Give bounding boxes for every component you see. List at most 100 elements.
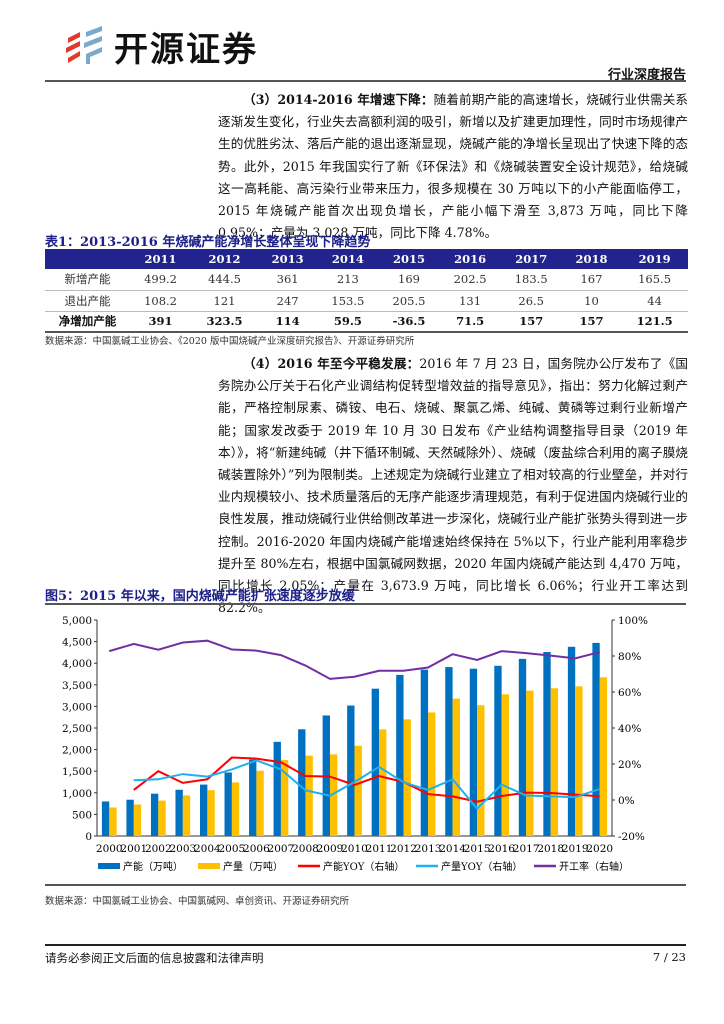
bar-production (452, 698, 460, 836)
row-label: 新增产能 (45, 269, 130, 291)
bar-capacity (371, 688, 380, 836)
figure-top-divider (45, 603, 686, 605)
x-tick-label: 2012 (390, 843, 417, 855)
line-series-3 (133, 759, 601, 811)
left-tick-label: 5,000 (62, 615, 92, 627)
left-tick-label: 3,500 (62, 680, 92, 692)
bar-capacity (518, 658, 527, 836)
table-cell: 114 (257, 311, 318, 333)
x-tick-label: 2004 (194, 843, 221, 855)
table-cell: 165.5 (621, 269, 688, 291)
bar-production (599, 677, 608, 836)
right-tick-label: 80% (618, 651, 641, 663)
bar-capacity (396, 674, 404, 836)
figure5-source: 数据来源：中国氯碱工业协会、中国氯碱网、卓创资讯、开源证券研究所 (45, 896, 350, 907)
table-cell: 213 (317, 269, 379, 291)
bar-capacity (445, 667, 453, 836)
bar-capacity (126, 799, 134, 836)
footer-disclaimer: 请务必参阅正文后面的信息披露和法律声明 (45, 951, 264, 965)
legend-label: 产能YOY（右轴） (323, 860, 404, 873)
legend-label: 产量YOY（右轴） (441, 860, 522, 873)
x-tick-label: 2011 (366, 843, 393, 855)
table-cell: 157 (500, 311, 562, 333)
x-tick-label: 2010 (341, 843, 368, 855)
brand-name: 开源证券 (114, 30, 258, 70)
bar-production (207, 790, 215, 836)
x-tick-label: 2001 (120, 843, 147, 855)
line-series-4 (108, 639, 600, 680)
x-tick-label: 2005 (219, 843, 246, 855)
right-tick-label: 60% (618, 687, 641, 699)
bar-capacity (273, 741, 281, 836)
left-tick-label: 4,000 (62, 658, 92, 670)
bar-capacity (150, 793, 159, 836)
bar-production (575, 686, 583, 836)
x-tick-label: 2016 (488, 843, 515, 855)
legend-swatch (98, 863, 120, 869)
x-tick-label: 2018 (537, 843, 564, 855)
x-tick-label: 2017 (513, 843, 540, 855)
right-tick-label: 20% (618, 759, 641, 771)
bar-production (329, 754, 338, 836)
report-type: 行业深度报告 (607, 68, 686, 83)
table-cell: 153.5 (317, 290, 379, 312)
column-header: 2011 (130, 249, 192, 269)
left-tick-label: 2,500 (62, 723, 92, 735)
table-header-row: 2011 2012 2013 2014 2015 2016 2017 2018 2019 (45, 249, 688, 269)
x-tick-label: 2020 (586, 843, 613, 855)
column-header (45, 249, 130, 269)
table-cell: 121.5 (621, 311, 688, 333)
table-cell: 157 (561, 311, 622, 333)
section4-text: 2016 年 7 月 23 日，国务院办公厅发布了《国务院办公厅关于石化产业调结… (218, 356, 688, 616)
bar-capacity (420, 669, 429, 836)
bar-production (305, 755, 313, 836)
column-header: 2015 (378, 249, 440, 269)
table-cell: 444.5 (191, 269, 258, 291)
bar-production (403, 719, 411, 836)
bar-capacity (249, 759, 257, 836)
left-tick-label: 1,500 (62, 766, 92, 778)
bar-capacity (224, 772, 232, 836)
bar-capacity (175, 789, 183, 836)
x-tick-label: 2003 (169, 843, 196, 855)
table-cell: 131 (439, 290, 501, 312)
table-cell: 323.5 (191, 311, 258, 333)
page-number: 7 / 23 (652, 950, 686, 964)
bar-production (182, 795, 191, 836)
table-row: 退出产能 108.2 121 247 153.5 205.5 131 26.5 10 44 (45, 290, 688, 312)
section3-paragraph: （3）2014-2016 年增速下降：随着前期产能的高速增长，烧碱行业供需关系逐… (218, 89, 688, 244)
x-tick-label: 2014 (439, 843, 466, 855)
legend-label: 开工率（右轴） (559, 860, 629, 873)
bar-production (109, 807, 117, 836)
right-tick-label: 40% (618, 723, 641, 735)
table-cell: 247 (257, 290, 318, 312)
right-tick-label: 0% (618, 795, 635, 807)
column-header: 2017 (500, 249, 562, 269)
table1-source: 数据来源：中国氯碱工业协会、《2020 版中国烧碱产业深度研究报告》、开源证券研… (45, 336, 415, 347)
section3-heading: （3）2014-2016 年增速下降： (243, 92, 434, 107)
right-tick-label: -20% (618, 831, 645, 843)
column-header: 2012 (191, 249, 258, 269)
bar-production (231, 782, 240, 836)
bar-production (280, 759, 289, 836)
column-header: 2016 (439, 249, 501, 269)
table-cell: 44 (621, 290, 688, 312)
x-tick-label: 2015 (464, 843, 491, 855)
table-cell: 71.5 (439, 311, 501, 333)
table-cell: 391 (130, 311, 192, 333)
bar-production (133, 804, 142, 836)
capacity-table: 2011 2012 2013 2014 2015 2016 2017 2018 2019 新增产… (45, 249, 688, 333)
left-tick-label: 1,000 (62, 788, 92, 800)
bar-capacity (200, 784, 208, 836)
x-tick-label: 2002 (145, 843, 172, 855)
section4-heading: （4）2016 年至今平稳发展： (243, 356, 420, 371)
table-cell: 10 (561, 290, 622, 312)
table-row: 净增加产能 391 323.5 114 59.5 -36.5 71.5 157 157 121.5 (45, 311, 688, 333)
bar-production (501, 694, 509, 836)
left-tick-label: 0 (85, 831, 92, 843)
bar-production (477, 705, 485, 836)
bar-production (550, 688, 559, 836)
bar-capacity (567, 646, 576, 836)
footer-divider (45, 944, 686, 946)
figure5-title: 图5：2015 年以来，国内烧碱产能扩张速度逐步放缓 (45, 589, 355, 604)
